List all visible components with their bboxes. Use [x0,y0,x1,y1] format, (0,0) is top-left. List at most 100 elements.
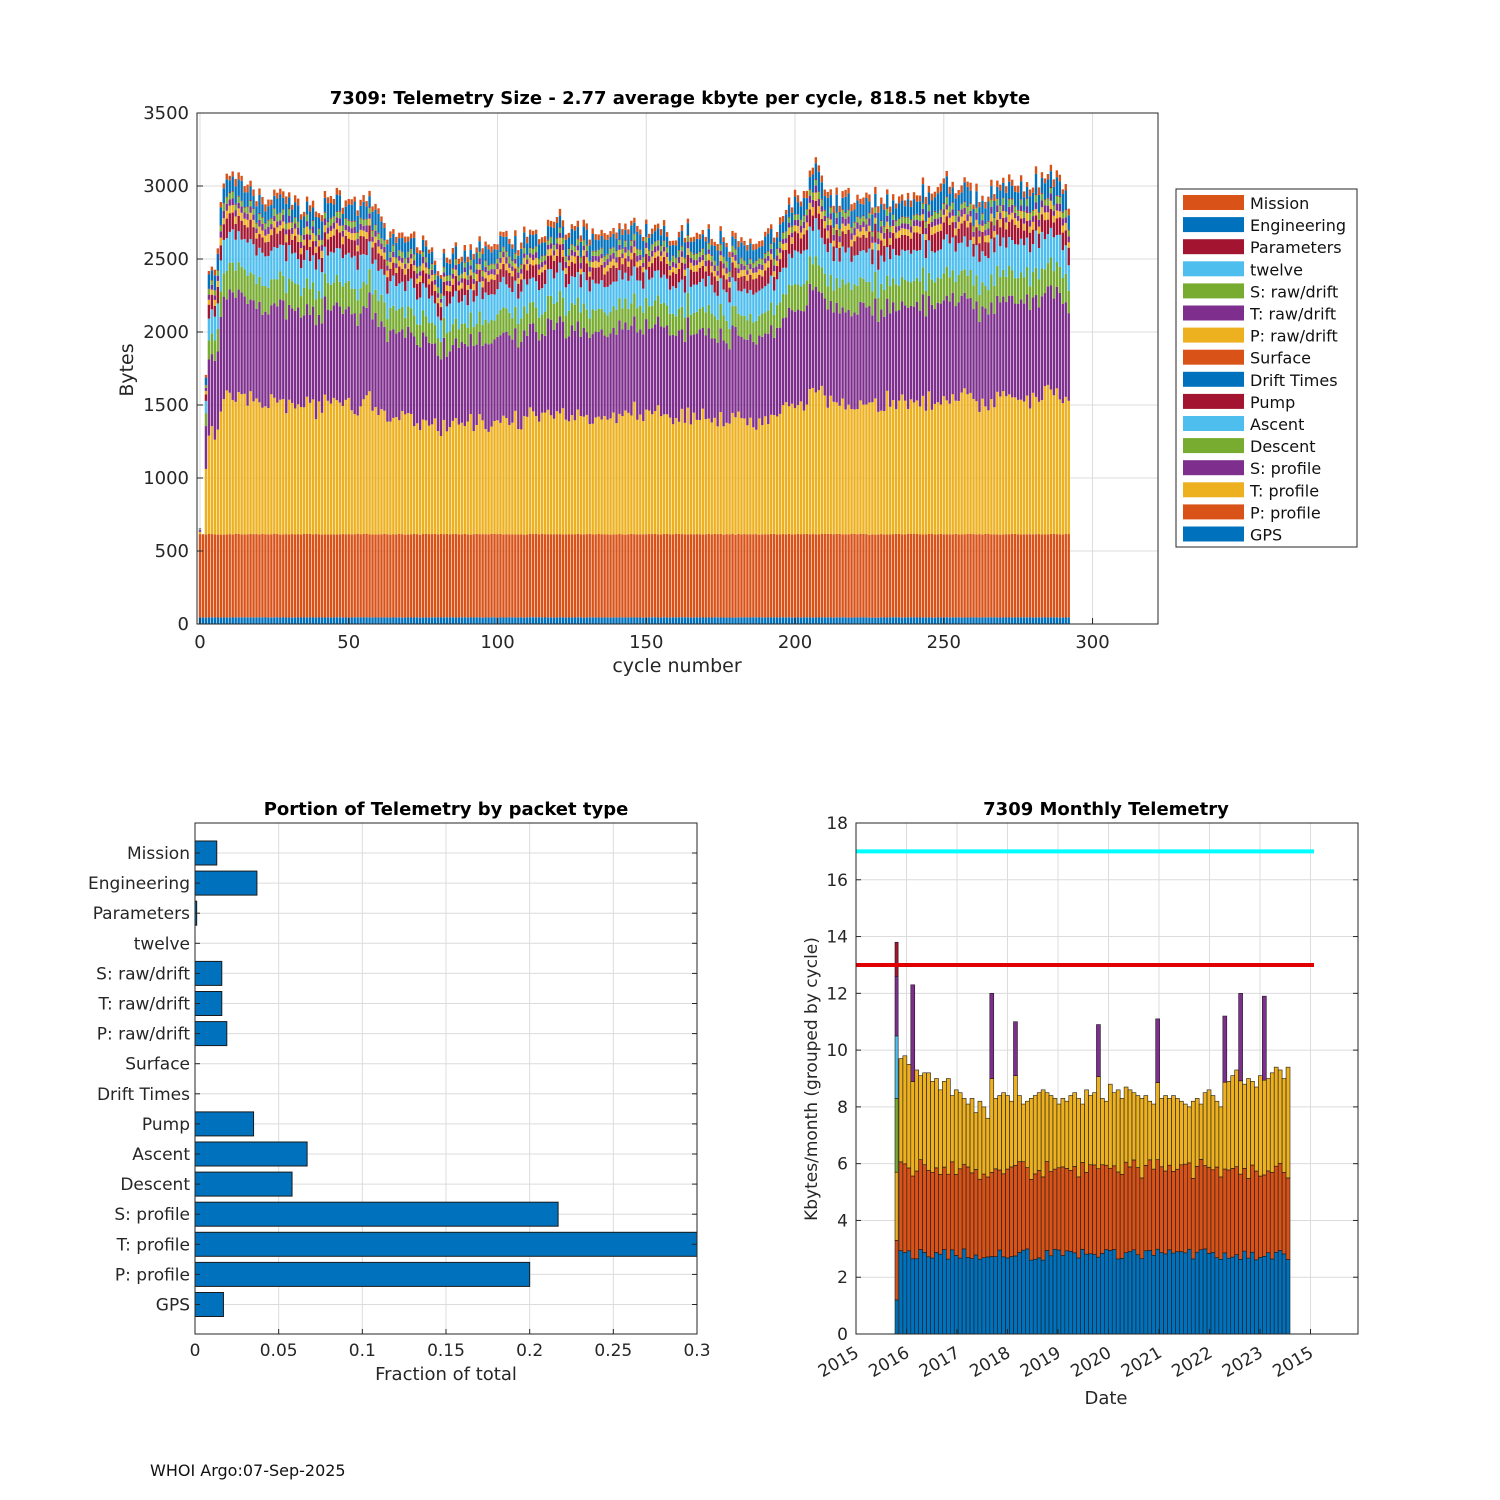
top-bar-segment [814,185,818,193]
top-bar-segment [341,230,344,237]
top-bar-segment [975,245,978,276]
top-bar-segment [677,263,681,269]
top-bar-segment [588,276,591,292]
hbar-bar [194,1231,698,1257]
top-bar-segment [380,294,383,322]
top-bar-segment [743,261,746,266]
top-bar-segment [894,409,898,534]
top-bar-segment [350,221,353,222]
top-bar-segment [764,286,767,313]
top-bar-segment [648,261,651,267]
top-bar-segment [594,534,597,618]
top-bar-segment [835,194,838,212]
top-bar-segment [892,225,895,233]
top-bar-segment [1013,617,1017,624]
top-bar-segment [1002,296,1005,392]
top-bar-segment [546,255,550,270]
top-bar-segment [243,224,246,240]
top-bar-segment [701,234,704,249]
top-bar-segment [802,215,806,217]
top-bar-segment [767,250,770,252]
top-bar-segment [526,534,529,618]
top-bar-segment [909,253,913,283]
top-bar-segment [326,617,330,624]
monthly-bar-segment [981,1106,987,1175]
top-bar-segment [677,250,681,258]
top-bar-segment [1055,203,1059,211]
top-bar-segment [258,402,261,535]
monthly-bar-segment [942,1081,947,1168]
top-bar-segment [719,328,722,413]
top-bar-segment [784,402,788,535]
top-bar-segment [615,617,618,624]
top-bar-segment [814,192,818,201]
top-bar-segment [862,234,865,251]
top-bar-segment [615,534,618,618]
monthly-bar-segment [1096,1168,1101,1258]
top-bar-segment [847,247,850,283]
top-bar-segment [749,534,752,618]
top-bar-segment [701,328,704,409]
top-bar-segment [540,237,544,243]
top-bar-segment [939,617,942,624]
monthly-x-tick-label: 2015 [1270,1343,1317,1382]
top-bar-segment [350,410,353,535]
top-bar-segment [775,249,779,256]
top-bar-segment [1034,396,1038,535]
top-bar-segment [659,246,663,252]
top-bar-segment [418,282,422,298]
top-bar-segment [323,534,327,618]
top-bar-segment [427,534,431,618]
top-bar-segment [597,234,600,241]
top-bar-segment [615,238,618,251]
top-bar-segment [237,196,240,203]
top-bar-segment [228,289,231,393]
top-bar-segment [781,293,785,319]
top-bar-segment [448,280,452,287]
top-bar-segment [237,172,240,180]
top-bar-segment [362,219,365,220]
top-bar-segment [740,270,743,277]
top-bar-segment [719,244,722,251]
top-bar-segment [692,253,696,255]
top-bar-segment [356,325,359,416]
top-bar-segment [698,309,702,330]
top-bar-segment [1025,198,1029,200]
top-bar-segment [915,400,919,535]
top-bar-segment [820,617,823,624]
top-bar-segment [880,197,883,205]
top-bar-segment [835,277,838,303]
top-bar-segment [662,414,666,534]
top-bar-segment [996,295,999,392]
top-bar-segment [472,259,475,273]
top-bar-segment [451,324,455,345]
top-bar-segment [740,315,743,338]
top-bar-segment [219,291,222,317]
top-bar-segment [1067,265,1070,291]
top-bar-segment [213,269,217,276]
top-bar-segment [704,241,707,255]
top-bar-segment [984,617,987,624]
top-bar-segment [606,617,609,624]
top-bar-segment [746,264,749,266]
top-bar-segment [1005,211,1008,212]
top-bar-segment [927,295,931,392]
top-bar-segment [630,275,633,304]
top-bar-segment [523,257,526,265]
top-bar-segment [264,256,267,287]
top-legend-swatch [1183,217,1244,233]
top-bar-segment [662,303,666,328]
top-bar-segment [600,253,603,259]
top-bar-segment [543,242,547,256]
hbar-category-label: GPS [156,1296,190,1316]
top-bar-segment [413,254,416,255]
top-bar-segment [508,267,511,273]
top-bar-segment [683,263,687,270]
top-bar-segment [865,307,868,405]
top-bar-segment [585,332,588,415]
top-legend-label: T: raw/drift [1249,305,1336,324]
top-bar-segment [984,230,987,236]
top-bar-segment [793,408,797,535]
top-bar-segment [380,269,383,295]
top-bar-segment [291,281,294,309]
